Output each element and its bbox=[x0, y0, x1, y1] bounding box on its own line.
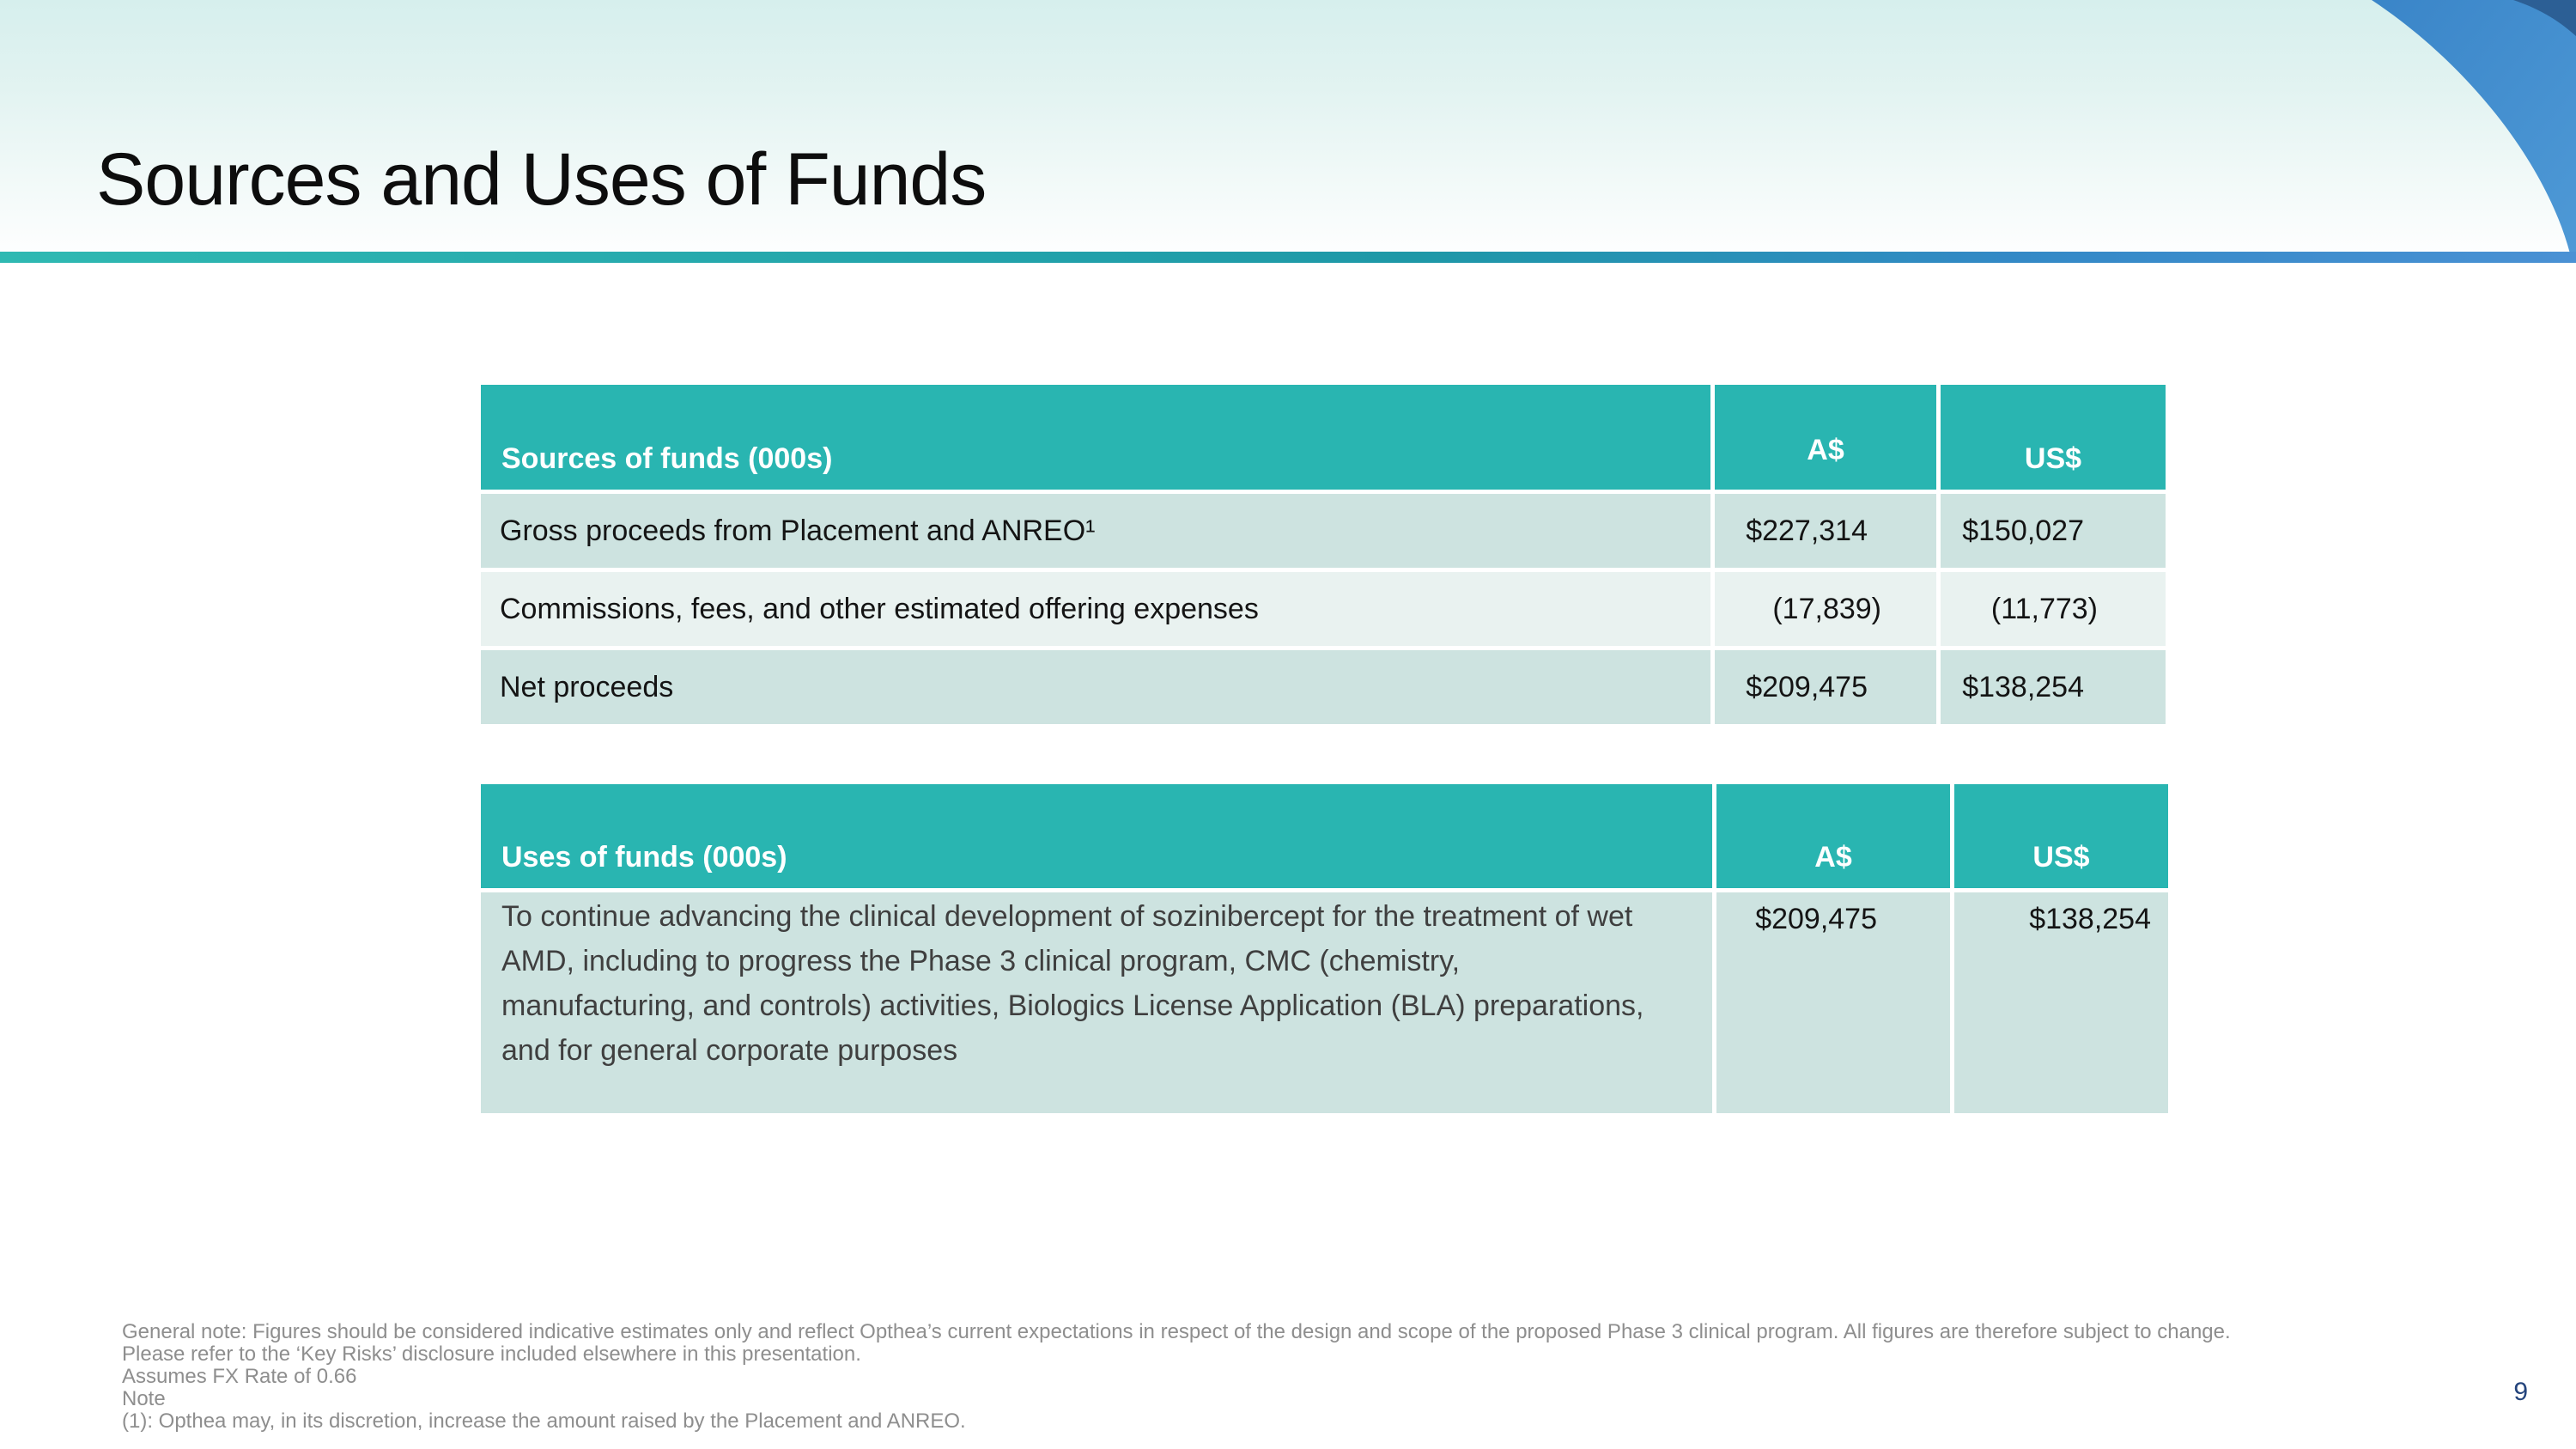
uses-table-header-usd: US$ bbox=[1954, 784, 2168, 888]
title-divider-bar bbox=[0, 252, 2576, 263]
footnote-line: Assumes FX Rate of 0.66 bbox=[122, 1365, 357, 1388]
uses-table-header-aud: A$ bbox=[1716, 784, 1950, 888]
footnote-line: Note bbox=[122, 1387, 166, 1410]
table-row-label: Commissions, fees, and other estimated o… bbox=[481, 572, 1710, 646]
uses-of-funds-table: Uses of funds (000s) A$ US$ To continue … bbox=[481, 784, 2168, 1113]
sources-table-header-usd: US$ bbox=[1941, 385, 2166, 490]
table-cell-aud: $209,475 bbox=[1715, 650, 1936, 724]
table-cell-usd: $138,254 bbox=[1941, 650, 2166, 724]
page-number: 9 bbox=[2513, 1378, 2528, 1406]
header-band: Sources and Uses of Funds bbox=[0, 0, 2576, 253]
footnote-line: (1): Opthea may, in its discretion, incr… bbox=[122, 1409, 966, 1433]
table-row-label: Gross proceeds from Placement and ANREO¹ bbox=[481, 494, 1710, 568]
table-cell-aud: (17,839) bbox=[1715, 572, 1936, 646]
table-row-label: To continue advancing the clinical devel… bbox=[481, 892, 1712, 1113]
table-cell-usd: (11,773) bbox=[1941, 572, 2166, 646]
sources-of-funds-table: Sources of funds (000s) A$ US$ Gross pro… bbox=[481, 385, 2166, 724]
table-cell-aud: $209,475 bbox=[1716, 892, 1950, 1113]
slide-title: Sources and Uses of Funds bbox=[96, 138, 987, 221]
corner-curve-decoration bbox=[2372, 0, 2576, 253]
footnotes-block: General note: Figures should be consider… bbox=[122, 1321, 2231, 1433]
table-cell-usd: $150,027 bbox=[1941, 494, 2166, 568]
sources-table-header-label: Sources of funds (000s) bbox=[481, 385, 1710, 490]
table-cell-aud: $227,314 bbox=[1715, 494, 1936, 568]
footnote-line: Please refer to the ‘Key Risks’ disclosu… bbox=[122, 1342, 861, 1366]
sources-table-header-aud: A$ bbox=[1715, 385, 1936, 490]
uses-table-header-label: Uses of funds (000s) bbox=[481, 784, 1712, 888]
footnote-line: General note: Figures should be consider… bbox=[122, 1320, 2231, 1343]
table-cell-usd: $138,254 bbox=[1954, 892, 2168, 1113]
table-row-label: Net proceeds bbox=[481, 650, 1710, 724]
